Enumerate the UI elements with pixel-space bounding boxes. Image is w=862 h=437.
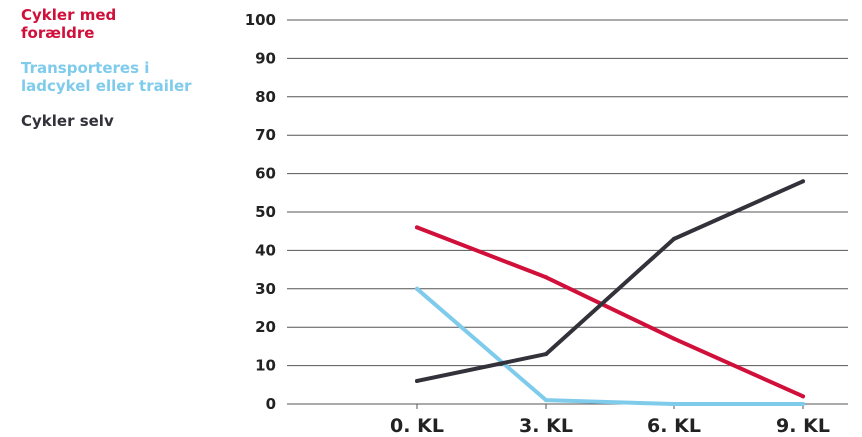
series-line-2 [415, 179, 805, 383]
legend-item-cykler-selv: Cykler selv [21, 112, 114, 130]
data-point-1-3 [801, 402, 805, 406]
y-tick-label-80: 80 [255, 88, 276, 106]
data-point-0-3 [801, 394, 805, 399]
y-tick-label-90: 90 [255, 49, 276, 67]
series-line-0 [415, 225, 805, 399]
y-tick-label-70: 70 [255, 126, 276, 144]
data-point-2-3 [801, 179, 805, 184]
y-tick-label-40: 40 [255, 241, 276, 259]
x-tick-label-1: 3. KL [519, 415, 573, 437]
data-point-2-1 [544, 352, 548, 357]
y-tick-label-50: 50 [255, 203, 276, 221]
y-tick-label-20: 20 [255, 318, 276, 336]
data-point-2-2 [672, 236, 676, 241]
y-tick-label-60: 60 [255, 165, 276, 183]
y-tick-label-0: 0 [266, 395, 276, 413]
x-tick-label-3: 9. KL [776, 415, 830, 437]
data-point-1-2 [672, 402, 676, 406]
y-tick-label-30: 30 [255, 280, 276, 298]
data-point-1-0 [415, 286, 419, 291]
y-tick-label-10: 10 [255, 357, 276, 375]
data-point-2-0 [415, 378, 419, 383]
legend-item-transporteres: Transporteres i ladcykel eller trailer [21, 59, 192, 95]
legend-item-cykler-med-foraeldre: Cykler med forældre [21, 6, 117, 42]
x-tick-label-0: 0. KL [390, 415, 444, 437]
y-tick-label-100: 100 [245, 11, 276, 29]
chart-legend: Cykler med forældre Transporteres i ladc… [21, 6, 221, 147]
data-point-0-0 [415, 225, 419, 230]
data-point-1-1 [544, 398, 548, 403]
data-point-0-2 [672, 336, 676, 341]
data-point-0-1 [544, 275, 548, 280]
x-tick-label-2: 6. KL [647, 415, 701, 437]
series-line-1 [415, 286, 805, 406]
